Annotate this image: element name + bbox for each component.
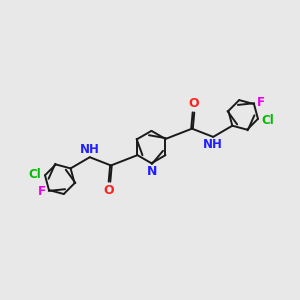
Text: F: F (257, 96, 265, 110)
Text: NH: NH (203, 138, 223, 152)
Text: Cl: Cl (262, 113, 274, 127)
Text: Cl: Cl (29, 168, 41, 181)
Text: O: O (188, 98, 199, 110)
Text: O: O (104, 184, 115, 197)
Text: N: N (147, 165, 157, 178)
Text: NH: NH (80, 143, 100, 156)
Text: F: F (38, 185, 46, 198)
